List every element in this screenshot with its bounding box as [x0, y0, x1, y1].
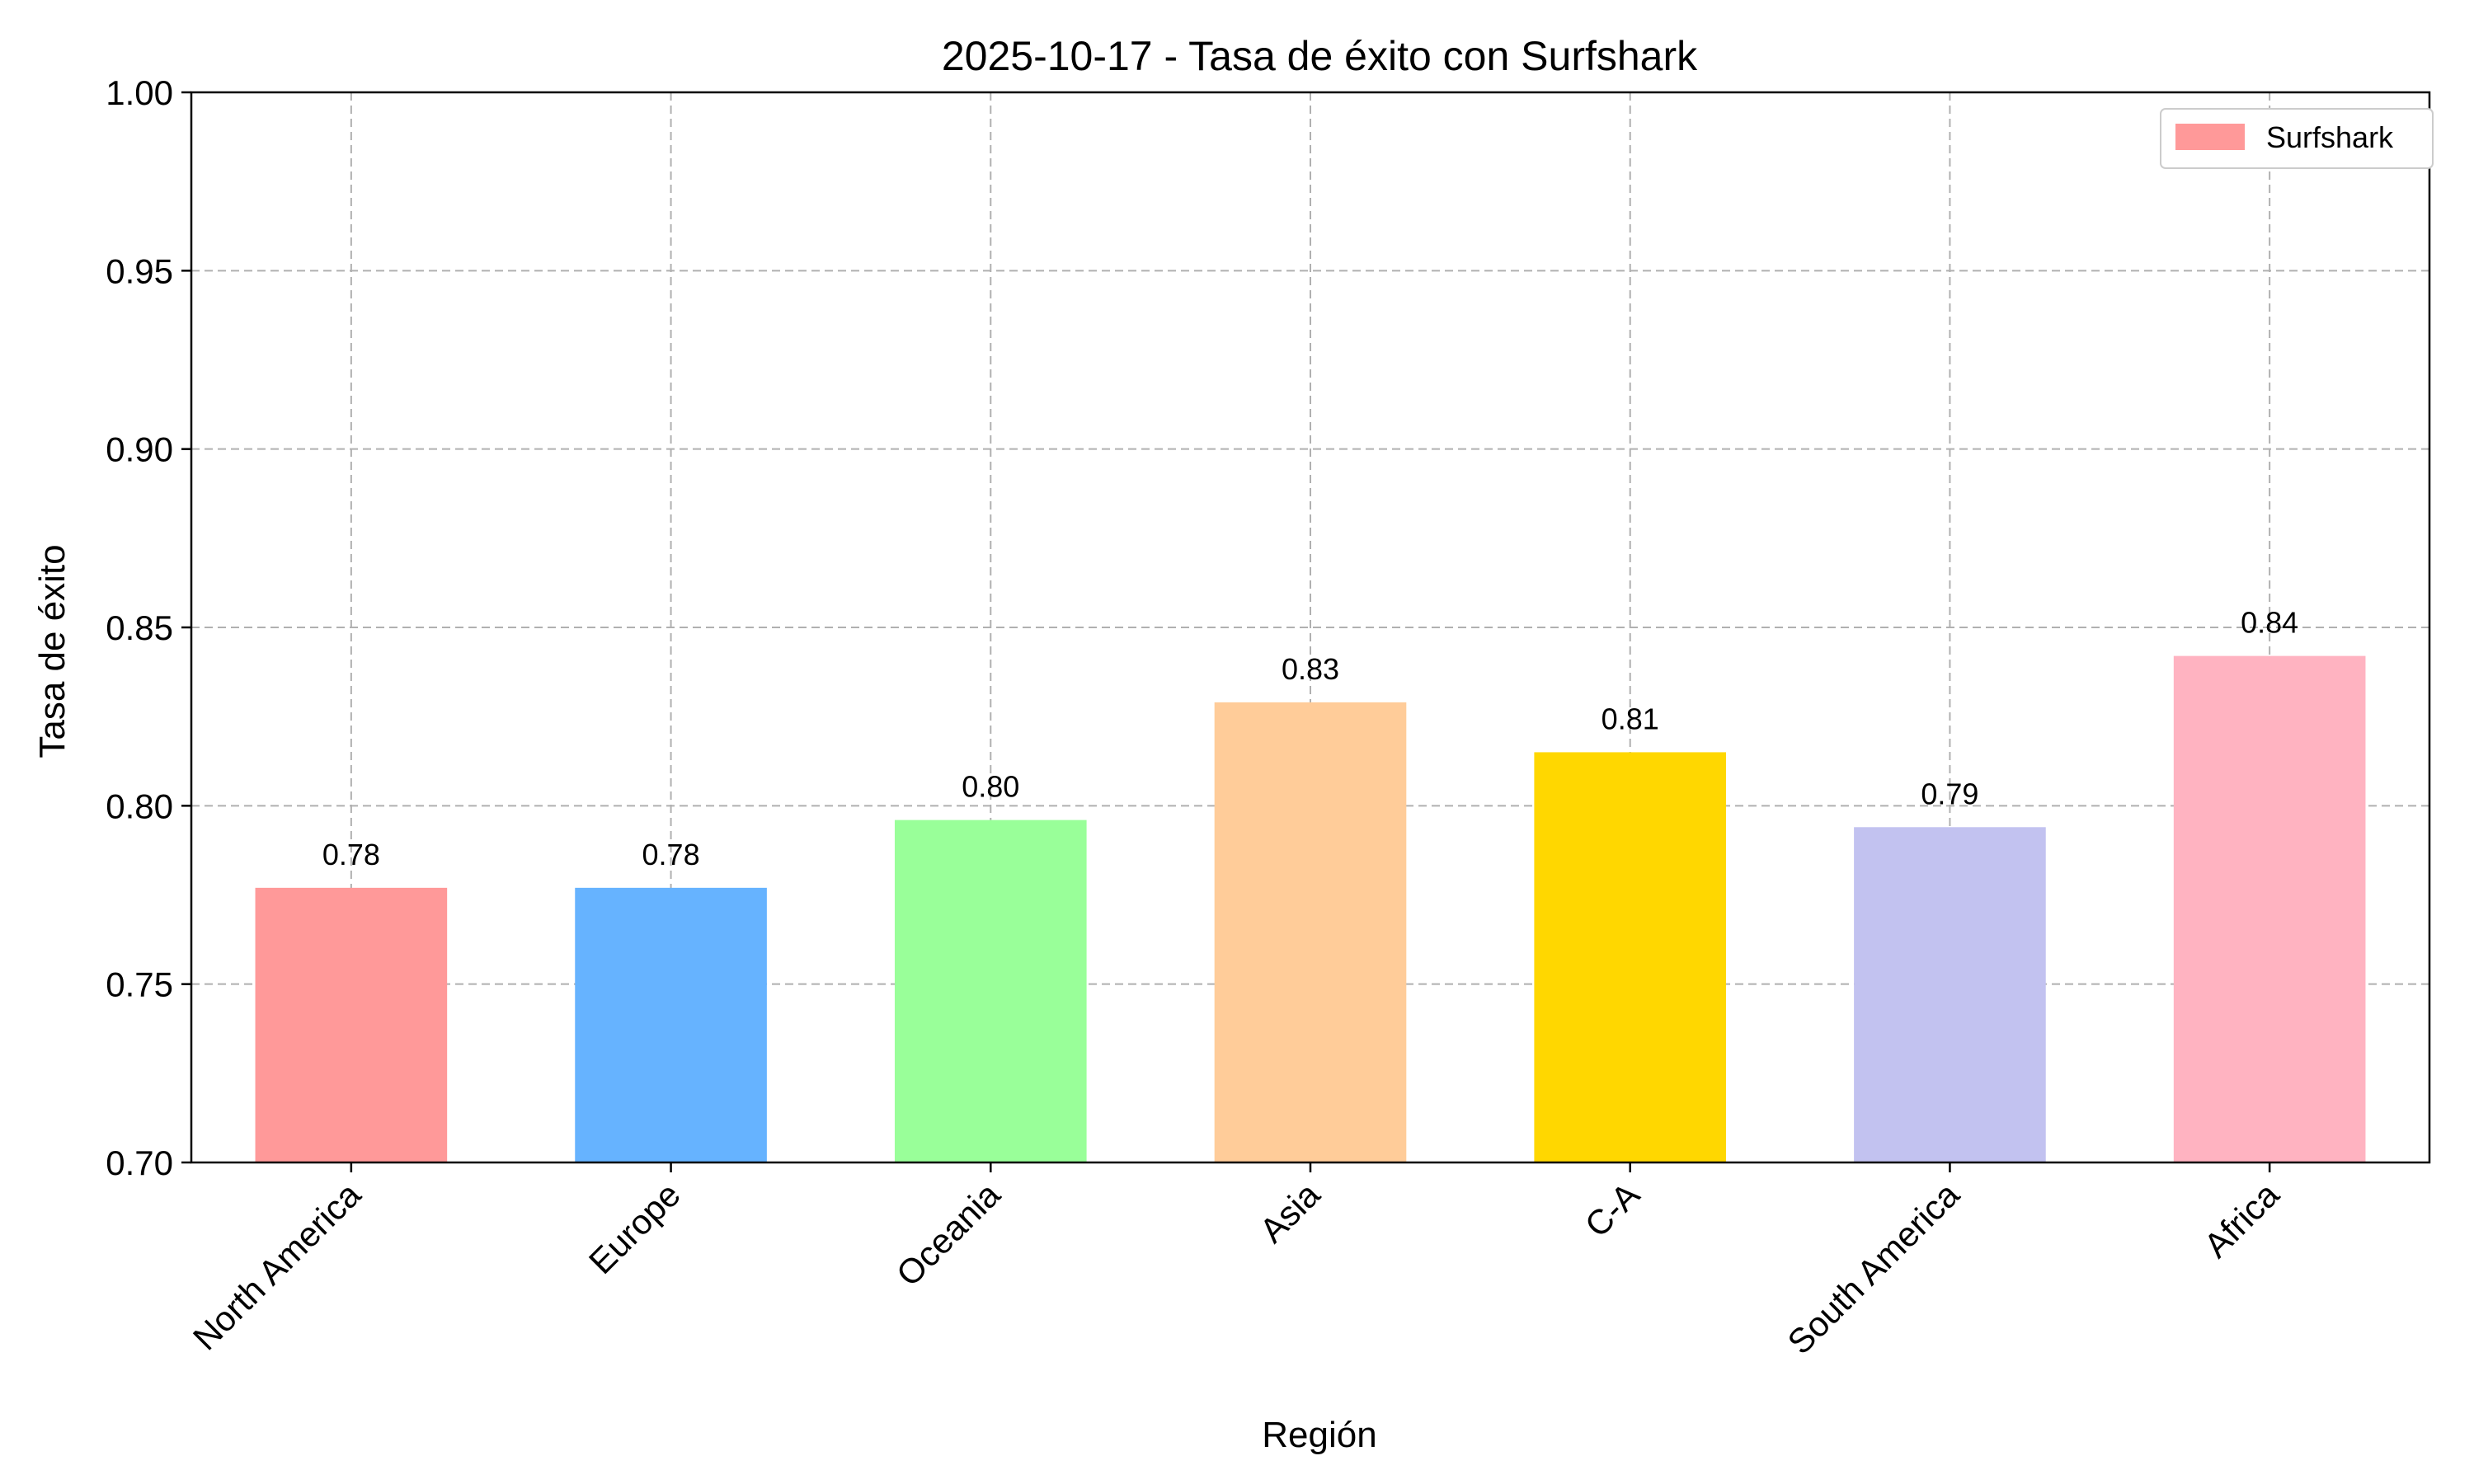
x-tick-label: Africa — [2196, 1175, 2287, 1266]
chart-title: 2025-10-17 - Tasa de éxito con Surfshark — [942, 33, 1698, 79]
y-tick-label: 0.80 — [106, 787, 173, 825]
bar-south-america — [1854, 827, 2046, 1162]
bar-north-america — [255, 887, 448, 1162]
x-tick-label: C-A — [1578, 1175, 1647, 1244]
bar-oceania — [894, 819, 1087, 1162]
legend-label: Surfshark — [2266, 120, 2394, 154]
x-tick-label: Asia — [1252, 1175, 1327, 1250]
bar-asia — [1214, 702, 1407, 1162]
x-tick-label: Oceania — [889, 1175, 1008, 1294]
y-tick-label: 0.75 — [106, 965, 173, 1004]
bar-europe — [575, 887, 767, 1162]
y-tick-label: 0.85 — [106, 608, 173, 647]
bar-c-a — [1534, 752, 1727, 1162]
data-label: 0.81 — [1602, 702, 1659, 735]
y-axis-label: Tasa de éxito — [32, 544, 73, 758]
data-label: 0.78 — [642, 838, 700, 871]
y-tick-label: 0.95 — [106, 251, 173, 290]
data-label: 0.78 — [322, 838, 380, 871]
data-labels-layer: 0.78 0.78 0.80 0.83 0.81 0.79 0.84 — [322, 606, 2298, 871]
x-axis-label: Región — [1262, 1415, 1376, 1455]
x-tick-label: Europe — [581, 1175, 688, 1281]
y-tick-label: 0.70 — [106, 1144, 173, 1182]
bars-layer — [255, 655, 2366, 1162]
bar-africa — [2173, 655, 2366, 1162]
legend-swatch — [2175, 124, 2245, 150]
y-tick-label: 0.90 — [106, 430, 173, 469]
y-tick-label: 1.00 — [106, 73, 173, 112]
legend: Surfshark — [2160, 108, 2434, 169]
x-tick-label: North America — [186, 1175, 369, 1358]
data-label: 0.79 — [1921, 777, 1978, 810]
ticks-layer: 0.70 0.75 0.80 0.85 0.90 0.95 1.00 North Americ… — [106, 73, 2287, 1362]
data-label: 0.80 — [962, 770, 1019, 804]
data-label: 0.83 — [1282, 652, 1339, 686]
x-tick-label: South America — [1780, 1175, 1967, 1362]
data-label: 0.84 — [2241, 606, 2298, 640]
